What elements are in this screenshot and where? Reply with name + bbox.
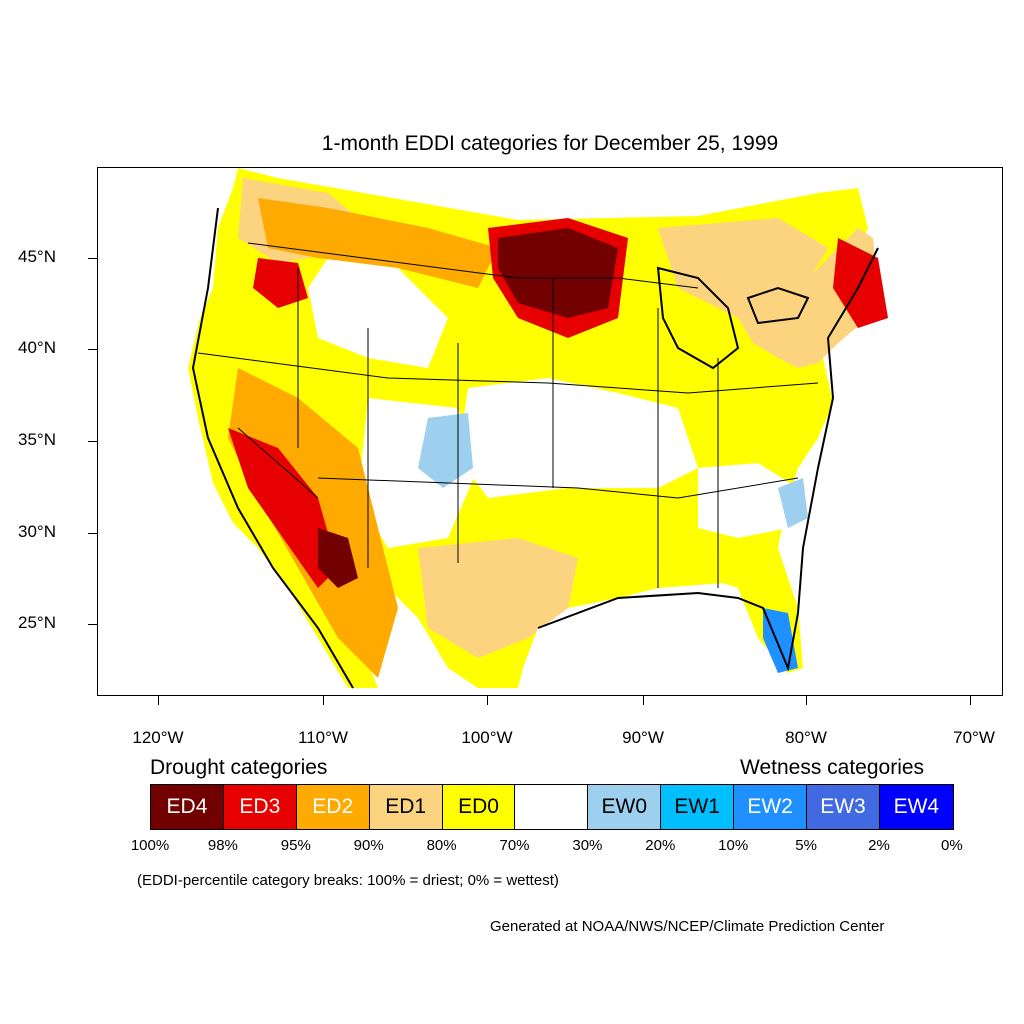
lat-tick bbox=[88, 258, 97, 259]
lat-tick bbox=[88, 349, 97, 350]
map-title: 1-month EDDI categories for December 25,… bbox=[321, 132, 779, 155]
percentile-break-label: 0% bbox=[941, 837, 963, 854]
percentile-break-label: 95% bbox=[280, 837, 311, 854]
lat-label: 40°N bbox=[18, 338, 56, 357]
lon-tick bbox=[487, 696, 488, 705]
legend-swatch-ed1: ED1 bbox=[369, 785, 443, 829]
conus-eddi-map bbox=[188, 168, 888, 695]
lon-tick bbox=[323, 696, 324, 705]
legend-swatch-ed2: ED2 bbox=[296, 785, 370, 829]
white-central bbox=[308, 258, 448, 368]
lat-label: 45°N bbox=[18, 247, 56, 266]
lon-tick bbox=[158, 696, 159, 705]
lon-label: 70°W bbox=[953, 728, 995, 747]
percentile-break-label: 100% bbox=[130, 837, 170, 854]
legend-swatch-ew2: EW2 bbox=[734, 785, 808, 829]
legend-swatch-ed4: ED4 bbox=[151, 785, 224, 829]
ed3-northwest bbox=[253, 258, 308, 308]
legend-note: (EDDI-percentile category breaks: 100% =… bbox=[137, 872, 559, 889]
lon-label: 110°W bbox=[298, 728, 348, 747]
wetness-heading: Wetness categories bbox=[740, 756, 925, 779]
lon-tick bbox=[806, 696, 807, 705]
lat-label: 25°N bbox=[18, 613, 56, 632]
legend-swatch-ed0: ED0 bbox=[442, 785, 516, 829]
percentile-break-label: 98% bbox=[207, 837, 238, 854]
legend-swatch-ew4: EW4 bbox=[879, 785, 953, 829]
ed4-minnesota bbox=[498, 228, 618, 318]
category-legend: ED4 ED3 ED2 ED1 ED0 EW0 EW1 EW2 EW3 EW4 bbox=[150, 784, 954, 830]
legend-swatch-ew1: EW1 bbox=[661, 785, 735, 829]
percentile-break-label: 80% bbox=[426, 837, 457, 854]
lat-label: 35°N bbox=[18, 430, 56, 449]
lon-tick bbox=[970, 696, 971, 705]
ew-carolinas bbox=[778, 478, 808, 528]
legend-swatch-ew0: EW0 bbox=[588, 785, 662, 829]
lat-tick bbox=[88, 441, 97, 442]
legend-swatch-normal bbox=[515, 785, 589, 829]
lat-tick bbox=[88, 533, 97, 534]
lat-label: 30°N bbox=[18, 522, 56, 541]
state-boundaries bbox=[197, 242, 819, 588]
ed1-northeast bbox=[658, 218, 828, 318]
lat-tick bbox=[88, 624, 97, 625]
white-midwest bbox=[458, 378, 698, 498]
map-plot-area bbox=[97, 167, 1003, 696]
lon-label: 90°W bbox=[622, 728, 664, 747]
legend-swatch-ed3: ED3 bbox=[223, 785, 297, 829]
drought-heading: Drought categories bbox=[150, 756, 328, 779]
percentile-break-label: 2% bbox=[868, 837, 890, 854]
percentile-break-label: 90% bbox=[353, 837, 384, 854]
lon-tick bbox=[643, 696, 644, 705]
credit-line: Generated at NOAA/NWS/NCEP/Climate Predi… bbox=[490, 918, 885, 935]
percentile-break-label: 30% bbox=[572, 837, 603, 854]
gulf-of-mexico bbox=[523, 593, 758, 695]
percentile-break-label: 10% bbox=[718, 837, 749, 854]
percentile-break-label: 20% bbox=[645, 837, 676, 854]
coastlines bbox=[191, 207, 879, 689]
lon-label: 100°W bbox=[461, 728, 513, 747]
percentile-break-label: 5% bbox=[795, 837, 817, 854]
percentile-break-label: 70% bbox=[499, 837, 530, 854]
ed2-northwest bbox=[258, 198, 498, 288]
legend-swatch-ew3: EW3 bbox=[807, 785, 880, 829]
lon-label: 80°W bbox=[785, 728, 827, 747]
ed4-arizona bbox=[318, 528, 358, 588]
ew-colorado bbox=[418, 413, 473, 488]
lon-label: 120°W bbox=[132, 728, 184, 747]
ed3-southwest bbox=[228, 428, 338, 588]
